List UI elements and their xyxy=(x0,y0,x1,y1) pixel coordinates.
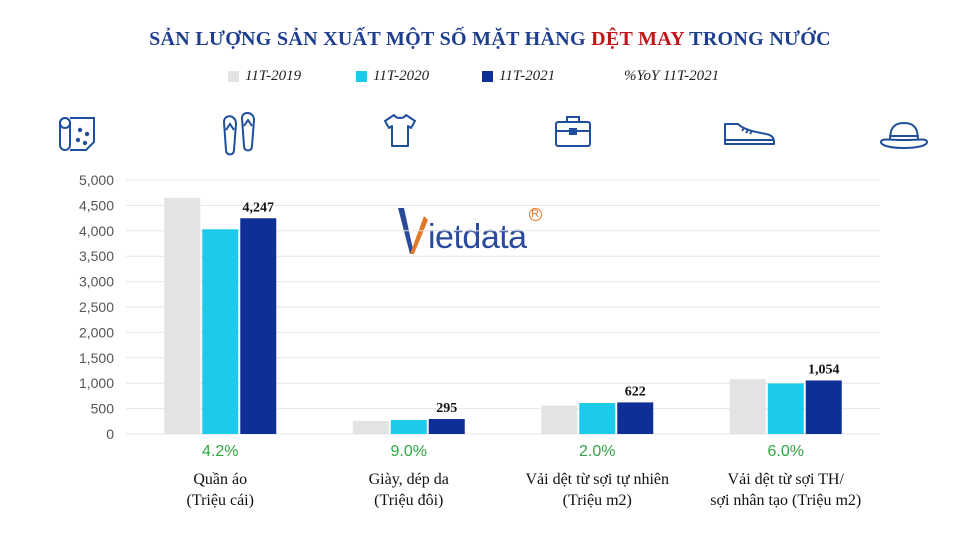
y-tick-label: 1,000 xyxy=(79,375,114,391)
bar-11T-2020 xyxy=(202,229,239,434)
bar-11T-2021 xyxy=(428,419,465,434)
legend-item-2021: 11T-2021 xyxy=(482,68,555,85)
legend-label-2021: 11T-2021 xyxy=(499,68,556,84)
bar-11T-2020 xyxy=(390,420,427,434)
x-category-label: Vải dệt từ sợi TH/ xyxy=(728,471,845,488)
legend-swatch-2019 xyxy=(228,71,239,82)
x-category-label: (Triệu cái) xyxy=(187,492,254,509)
hat-icon xyxy=(880,122,928,149)
legend: 11T-2019 11T-2020 11T-2021 %YoY 11T-2021 xyxy=(0,68,980,88)
legend-label-2020: 11T-2020 xyxy=(373,68,430,84)
title-part-1: SẢN LƯỢNG SẢN XUẤT MỘT SỐ MẶT HÀNG xyxy=(149,28,592,50)
logo-text: ietdata xyxy=(428,218,527,256)
bar-11T-2019 xyxy=(352,421,389,434)
x-category-label: (Triệu m2) xyxy=(563,492,632,509)
yoy-label: 2.0% xyxy=(579,443,615,460)
legend-item-2020: 11T-2020 xyxy=(356,68,429,85)
y-tick-label: 2,000 xyxy=(79,324,114,340)
y-axis: 0 500 1,000 1,500 2,000 2,500 3,000 3,500 4,000 4… xyxy=(79,172,114,442)
x-category-label: sợi nhân tạo (Triệu m2) xyxy=(710,492,861,509)
y-tick-label: 4,000 xyxy=(79,223,114,239)
chart-title: SẢN LƯỢNG SẢN XUẤT MỘT SỐ MẶT HÀNG DỆT M… xyxy=(0,28,980,51)
data-label: 295 xyxy=(436,401,457,416)
legend-item-2019: 11T-2019 xyxy=(228,68,301,85)
legend-label-2019: 11T-2019 xyxy=(245,68,302,84)
briefcase-icon xyxy=(555,116,591,147)
data-label: 4,247 xyxy=(243,200,275,215)
yoy-label: 6.0% xyxy=(768,443,804,460)
bar-11T-2020 xyxy=(579,403,616,434)
shoe-icon xyxy=(724,123,775,145)
bar-11T-2021 xyxy=(240,218,277,434)
bar-11T-2019 xyxy=(164,197,201,434)
y-tick-label: 2,500 xyxy=(79,299,114,315)
legend-swatch-2021 xyxy=(482,71,493,82)
bar-11T-2019 xyxy=(541,405,578,434)
x-category-label: (Triệu đôi) xyxy=(374,492,443,509)
y-tick-label: 4,500 xyxy=(79,197,114,213)
tshirt-icon xyxy=(384,114,416,147)
x-category-label: Giày, dép da xyxy=(369,471,449,488)
flip-flops-icon xyxy=(222,112,256,156)
yoy-label: 9.0% xyxy=(391,443,427,460)
x-category-label: Quần áo xyxy=(193,471,247,488)
data-label: 1,054 xyxy=(808,362,840,377)
x-axis: 4.2% Quần áo (Triệu cái) 9.0% Giày, dép da (T… xyxy=(187,443,862,509)
logo-registered-mark: R xyxy=(528,208,542,221)
y-tick-label: 0 xyxy=(106,426,114,442)
x-category-label: Vải dệt từ sợi tự nhiên xyxy=(525,471,669,488)
data-label: 622 xyxy=(625,384,646,399)
yoy-label: 4.2% xyxy=(202,443,238,460)
data-labels: 4,247 295 622 1,054 xyxy=(243,200,840,416)
title-highlight: DỆT MAY xyxy=(591,28,685,50)
legend-swatch-2020 xyxy=(356,71,367,82)
legend-label-yoy: %YoY 11T-2021 xyxy=(624,68,720,84)
y-tick-label: 3,500 xyxy=(79,248,114,264)
y-tick-label: 3,000 xyxy=(79,274,114,290)
bar-11T-2019 xyxy=(729,379,766,434)
legend-item-yoy: %YoY 11T-2021 xyxy=(624,68,719,85)
y-tick-label: 5,000 xyxy=(79,172,114,188)
gridlines xyxy=(126,179,880,435)
y-tick-label: 500 xyxy=(91,401,115,417)
bar-11T-2020 xyxy=(767,383,804,434)
bars xyxy=(164,197,842,434)
y-tick-label: 1,500 xyxy=(79,350,114,366)
bar-11T-2021 xyxy=(617,402,654,434)
title-part-3: TRONG NƯỚC xyxy=(684,28,831,50)
bar-11T-2021 xyxy=(805,380,842,434)
fabric-roll-icon xyxy=(59,117,95,151)
